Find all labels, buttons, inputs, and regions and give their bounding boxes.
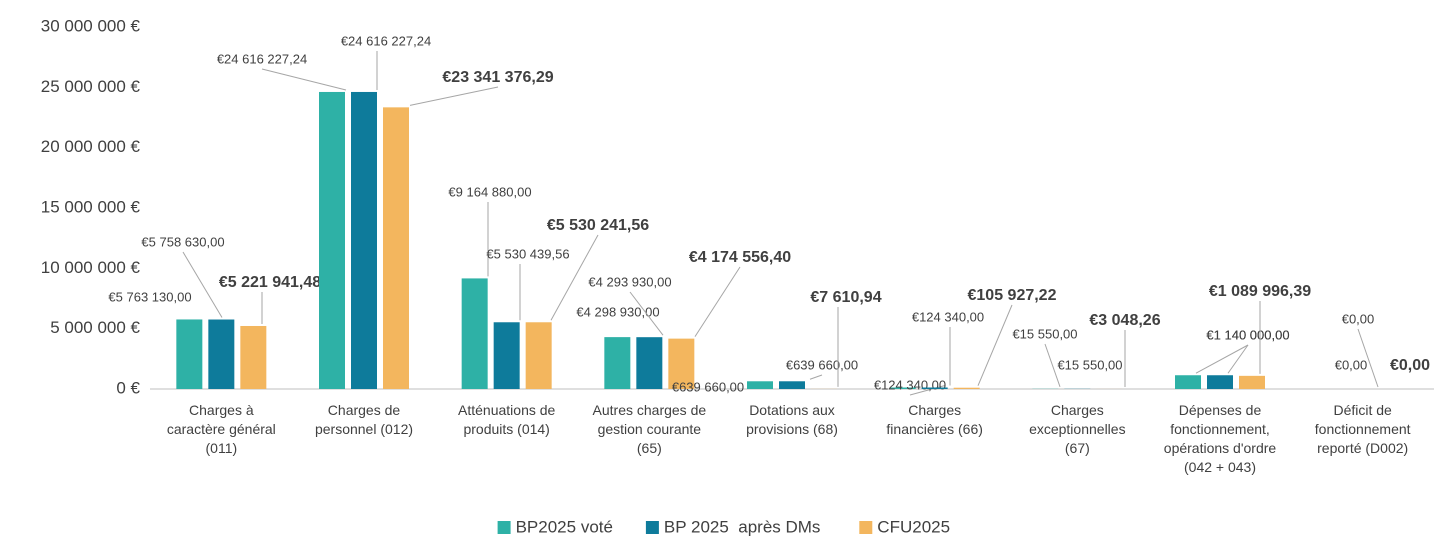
leader-line: [694, 266, 741, 337]
data-label: €9 164 880,00: [448, 184, 531, 199]
bar: [176, 319, 203, 389]
y-tick-label: 30 000 000 €: [41, 16, 141, 35]
bar: [668, 338, 695, 389]
bar: [319, 91, 345, 390]
leader-line: [182, 251, 223, 318]
leader-line: [550, 234, 599, 321]
data-label: €4 293 930,00: [588, 274, 671, 289]
y-tick-label: 0 €: [116, 378, 140, 397]
y-tick-label: 5 000 000 €: [50, 318, 140, 337]
data-label: €1 089 996,39: [1209, 283, 1311, 300]
legend-swatch: [645, 521, 659, 534]
leader-line: [1357, 328, 1379, 388]
y-tick-label: 10 000 000 €: [41, 258, 141, 277]
data-label: €5 530 241,56: [547, 217, 649, 234]
leader-line: [909, 385, 946, 396]
data-label: €0,00: [1342, 311, 1375, 326]
data-label: €124 340,00: [912, 309, 984, 324]
bar: [779, 381, 805, 389]
bar: [1239, 375, 1265, 389]
data-label: €0,00: [1335, 357, 1368, 372]
data-label: €4 298 930,00: [576, 304, 659, 319]
data-label: €5 763 130,00: [108, 289, 191, 304]
leader-line: [261, 68, 347, 91]
x-tick-label: Dotations aux provisions (68): [746, 402, 838, 437]
data-label: €5 530 439,56: [486, 246, 569, 261]
data-label: €639 660,00: [786, 357, 858, 372]
data-label: €3 048,26: [1089, 312, 1160, 329]
legend: BP2025 voté BP 2025 après DMs CFU2025: [497, 517, 950, 536]
x-tick-label: Autres charges de gestion courante (65): [593, 402, 707, 456]
bar: [636, 337, 663, 389]
data-label: €1 140 000,00: [1206, 327, 1289, 342]
legend-swatch: [497, 521, 511, 534]
data-label: €5 758 630,00: [141, 234, 224, 249]
data-label: €15 550,00: [1057, 357, 1122, 372]
data-label: €24 616 227,24: [217, 51, 307, 66]
bar: [953, 387, 980, 389]
data-label: €4 174 556,40: [689, 249, 791, 266]
bar: [889, 387, 916, 389]
x-tick-label: Charges exceptionnelles (67): [1029, 402, 1126, 456]
bar: [604, 337, 631, 389]
x-tick-label: Charges à caractère général (011): [167, 402, 276, 456]
bar: [1175, 375, 1201, 389]
legend-label: BP2025 voté: [516, 517, 613, 536]
bar: [921, 387, 948, 389]
data-label: €15 550,00: [1012, 326, 1077, 341]
y-tick-label: 20 000 000 €: [41, 137, 141, 156]
bar: [493, 322, 520, 389]
data-label: €0,00: [1390, 357, 1430, 374]
bar: [461, 278, 488, 389]
bar: [351, 91, 377, 390]
data-label: €124 340,00: [874, 377, 946, 392]
bar: [525, 322, 552, 389]
x-tick-label: Dépenses de fonctionnement, opérations d'o…: [1164, 402, 1277, 475]
bar: [747, 381, 773, 389]
data-label: €23 341 376,29: [442, 69, 553, 86]
leader-line: [977, 304, 1013, 386]
data-label: €7 610,94: [810, 289, 881, 306]
y-tick-label: 15 000 000 €: [41, 197, 141, 216]
leader-line: [629, 291, 664, 336]
legend-swatch: [859, 521, 873, 534]
leader-line: [809, 374, 823, 380]
legend-label: BP 2025 après DMs: [664, 517, 821, 536]
x-tick-label: Charges de personnel (012): [315, 402, 413, 437]
leader-line: [1044, 343, 1061, 387]
x-tick-label: Atténuations de produits (014): [458, 402, 556, 437]
x-tick-label: Charges financières (66): [886, 402, 983, 437]
data-label: €24 616 227,24: [341, 33, 431, 48]
data-label: €1 140 000,00: [1206, 327, 1289, 342]
bar: [208, 319, 235, 389]
leader-line: [409, 86, 499, 106]
data-label: €5 221 941,48: [219, 274, 321, 291]
bar: [383, 107, 409, 390]
data-label: €639 660,00: [672, 379, 744, 394]
y-tick-label: 25 000 000 €: [41, 77, 141, 96]
bar: [240, 325, 267, 389]
x-tick-label: Déficit de fonctionnement reporté (D002): [1315, 402, 1411, 456]
legend-label: CFU2025: [877, 517, 950, 536]
leader-line: [1195, 344, 1249, 374]
bar: [1207, 375, 1233, 389]
data-label: €105 927,22: [968, 287, 1057, 304]
leader-line: [1227, 344, 1249, 374]
